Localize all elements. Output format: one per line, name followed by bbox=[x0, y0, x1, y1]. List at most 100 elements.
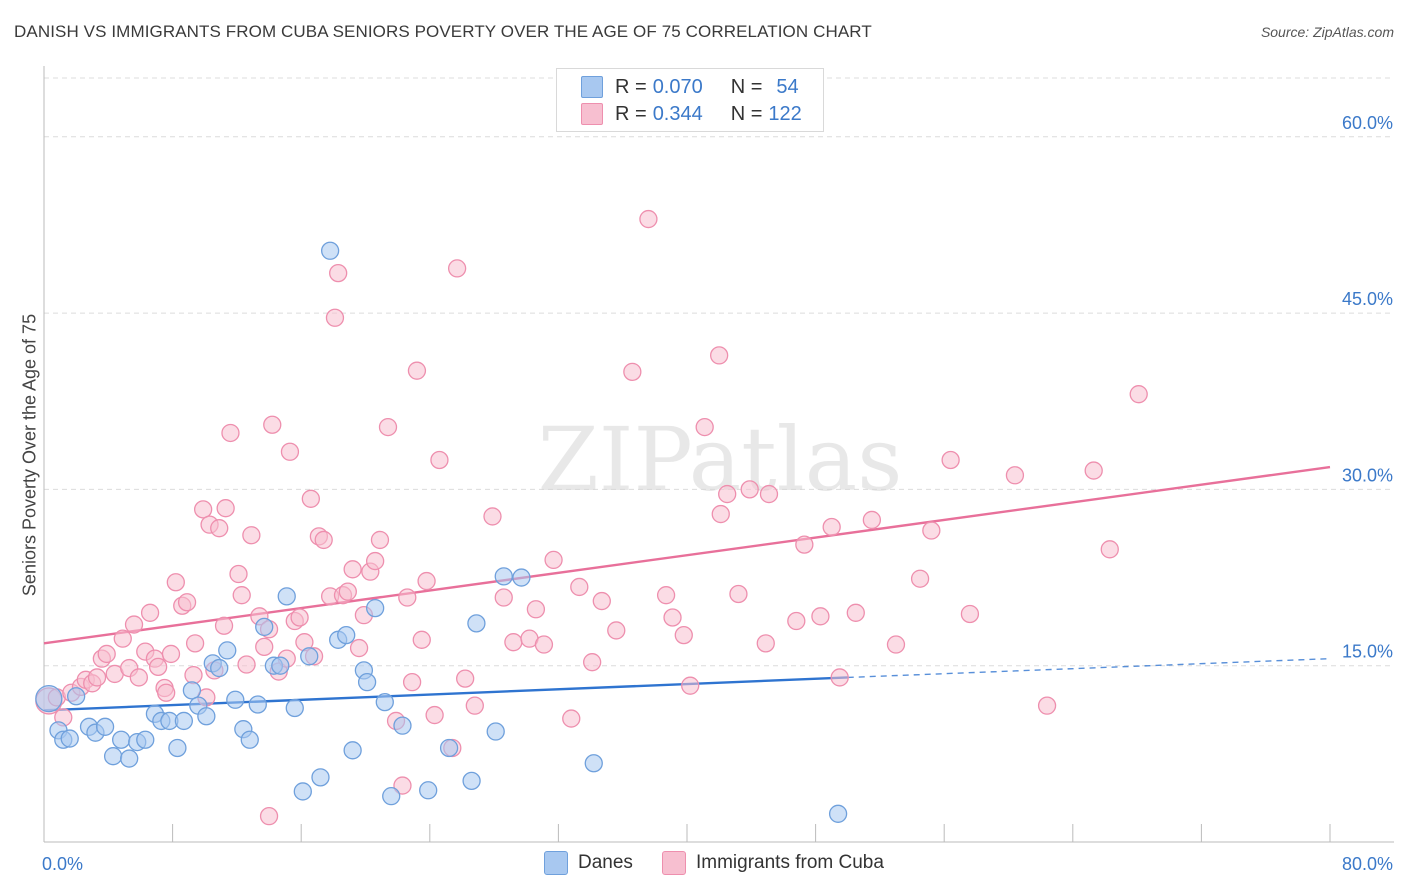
point-danes bbox=[120, 749, 139, 768]
point-cuba bbox=[193, 500, 213, 519]
legend-r-value: 0.070 bbox=[652, 75, 703, 98]
point-cuba bbox=[663, 608, 682, 627]
point-cuba bbox=[214, 616, 234, 635]
point-cuba bbox=[184, 665, 203, 685]
point-cuba bbox=[674, 625, 693, 645]
point-cuba bbox=[811, 607, 830, 626]
point-cuba bbox=[338, 582, 357, 601]
legend-r-label: R = bbox=[615, 75, 647, 98]
y-tick-label: 60.0% bbox=[1342, 113, 1393, 133]
point-cuba bbox=[221, 423, 240, 443]
legend-row-cuba: R = 0.344 N = 122 bbox=[581, 102, 802, 126]
bottom-legend-swatch-danes bbox=[544, 851, 568, 875]
point-danes bbox=[174, 711, 194, 731]
point-cuba bbox=[718, 484, 737, 504]
y-axis-label: Seniors Poverty Over the Age of 75 bbox=[19, 313, 40, 597]
point-danes bbox=[300, 647, 319, 666]
point-cuba bbox=[210, 519, 229, 538]
point-cuba bbox=[259, 806, 279, 826]
point-cuba bbox=[656, 586, 676, 605]
legend-swatch-cuba bbox=[581, 103, 603, 125]
point-cuba bbox=[314, 530, 333, 550]
point-cuba bbox=[1037, 696, 1057, 715]
point-cuba bbox=[87, 668, 107, 687]
legend-r-value: 0.344 bbox=[652, 102, 703, 125]
point-danes bbox=[240, 730, 259, 749]
point-cuba bbox=[1005, 466, 1025, 485]
point-cuba bbox=[301, 489, 320, 508]
point-danes bbox=[393, 716, 412, 735]
point-cuba bbox=[681, 676, 700, 695]
point-danes bbox=[382, 787, 401, 806]
legend-row-danes: R = 0.070 N = 54 bbox=[581, 75, 799, 99]
point-cuba bbox=[570, 577, 589, 597]
point-cuba bbox=[592, 591, 611, 611]
point-cuba bbox=[242, 526, 261, 545]
point-cuba bbox=[729, 584, 748, 604]
point-cuba bbox=[216, 499, 235, 518]
legend-r-label: R = bbox=[615, 102, 647, 125]
legend-swatch-danes bbox=[581, 76, 603, 98]
point-cuba bbox=[711, 504, 730, 524]
point-cuba bbox=[960, 604, 980, 624]
point-danes bbox=[462, 771, 481, 791]
point-cuba bbox=[177, 593, 197, 612]
point-cuba bbox=[255, 637, 274, 657]
point-cuba bbox=[229, 564, 248, 584]
point-danes bbox=[197, 707, 216, 726]
point-cuba bbox=[157, 683, 176, 702]
point-cuba bbox=[378, 417, 398, 437]
bottom-legend-swatch-cuba bbox=[662, 851, 686, 875]
point-cuba bbox=[398, 588, 417, 607]
point-danes bbox=[320, 241, 340, 260]
point-cuba bbox=[290, 608, 309, 627]
point-cuba bbox=[349, 638, 369, 658]
point-cuba bbox=[922, 521, 941, 540]
series-danes-points bbox=[35, 241, 848, 823]
point-danes bbox=[512, 568, 531, 587]
point-cuba bbox=[822, 517, 841, 537]
point-cuba bbox=[759, 484, 779, 504]
legend-n-label: N = bbox=[730, 75, 763, 98]
point-cuba bbox=[113, 629, 132, 648]
point-cuba bbox=[795, 535, 814, 554]
point-cuba bbox=[607, 621, 626, 640]
point-cuba bbox=[787, 611, 806, 631]
point-cuba bbox=[534, 635, 554, 654]
point-danes bbox=[218, 641, 237, 660]
x-tick-label: 80.0% bbox=[1342, 854, 1393, 874]
point-cuba bbox=[425, 705, 444, 725]
point-cuba bbox=[370, 530, 390, 550]
trend-line-danes bbox=[43, 676, 848, 712]
point-cuba bbox=[148, 657, 168, 677]
point-cuba bbox=[161, 644, 181, 664]
source-label: Source: ZipAtlas.com bbox=[1260, 24, 1394, 40]
y-tick-label: 45.0% bbox=[1342, 289, 1393, 309]
point-danes bbox=[419, 781, 438, 800]
point-cuba bbox=[280, 442, 300, 461]
point-danes bbox=[60, 729, 79, 748]
point-danes bbox=[467, 614, 486, 633]
point-cuba bbox=[1129, 385, 1148, 404]
point-danes bbox=[439, 738, 459, 758]
trend-line-danes bbox=[43, 657, 1331, 712]
point-danes bbox=[136, 730, 155, 749]
stats-legend: R = 0.070 N = 54 R = 0.344 N = 122 bbox=[556, 68, 824, 132]
point-cuba bbox=[365, 551, 385, 571]
bottom-legend-label-danes: Danes bbox=[578, 852, 633, 873]
point-cuba bbox=[402, 672, 422, 692]
point-cuba bbox=[494, 588, 513, 607]
point-cuba bbox=[166, 573, 185, 592]
point-cuba bbox=[562, 709, 581, 728]
point-cuba bbox=[325, 308, 345, 327]
point-cuba bbox=[544, 550, 563, 570]
point-cuba bbox=[862, 510, 882, 530]
point-cuba bbox=[941, 450, 960, 470]
point-danes bbox=[337, 625, 356, 645]
x-tick-label: 0.0% bbox=[42, 854, 83, 874]
x-tick-labels: 0.0% 80.0% bbox=[42, 854, 1393, 874]
point-danes bbox=[375, 692, 394, 712]
point-cuba bbox=[237, 655, 256, 674]
bottom-legend-label-cuba: Immigrants from Cuba bbox=[696, 852, 884, 873]
